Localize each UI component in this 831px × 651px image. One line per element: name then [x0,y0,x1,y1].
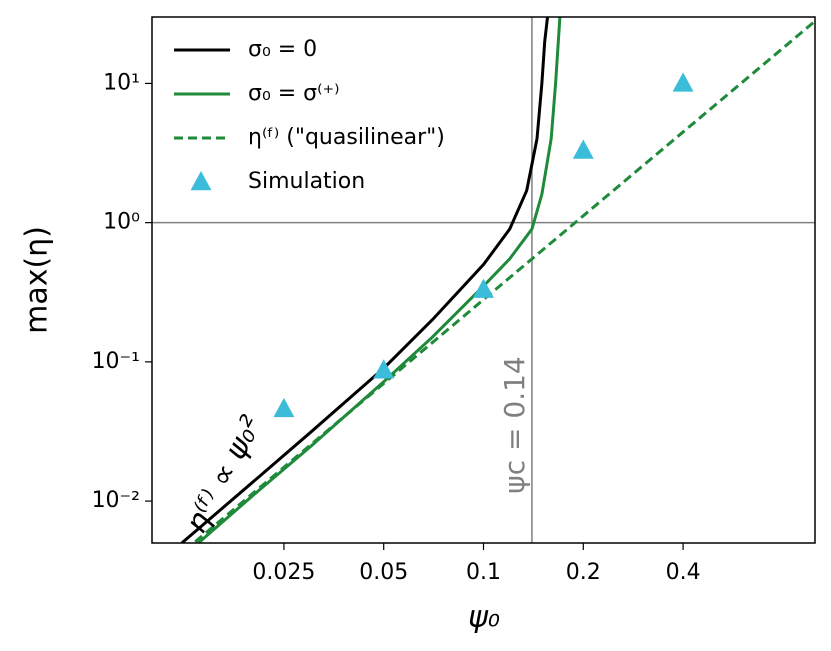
y-tick-label: 10⁰ [103,210,140,235]
line [194,20,815,543]
x-tick-label: 0.1 [466,560,501,585]
x-tick-label: 0.4 [666,560,701,585]
legend-marker [190,171,212,191]
marker [672,72,694,92]
x-tick-label: 0.05 [359,560,408,585]
x-tick-label: 0.2 [566,560,601,585]
line [197,17,562,543]
plot-frame [151,16,816,544]
legend-label: σ₀ = σ⁽⁺⁾ [248,81,340,106]
legend-label: η⁽ᶠ⁾ ("quasilinear") [248,125,445,150]
legend-label: σ₀ = 0 [248,37,317,62]
x-tick-label: 0.025 [252,560,315,585]
line [180,17,550,543]
legend-label: Simulation [248,169,365,194]
annotation: ψc = 0.14 [498,356,531,493]
marker [373,359,395,379]
y-tick-label: 10⁻² [92,488,140,513]
plot-area [180,17,815,543]
y-axis-label: max(η) [20,226,55,334]
y-tick-label: 10⁻¹ [92,349,140,374]
marker [273,397,295,418]
marker [473,278,494,298]
y-tick-label: 10¹ [103,70,140,95]
x-axis-label: ψ₀ [468,600,500,635]
marker [572,139,594,159]
